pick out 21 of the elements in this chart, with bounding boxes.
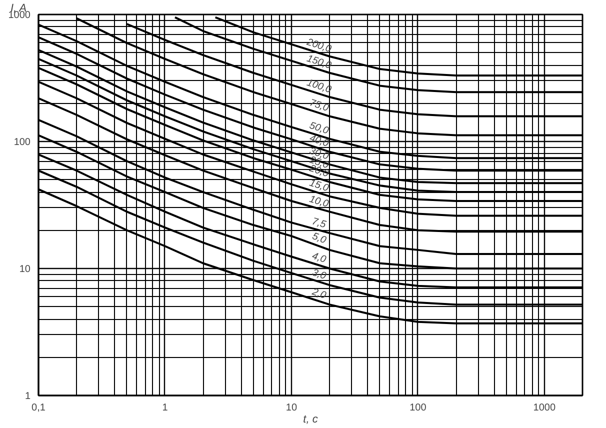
x-tick-label: 1000 bbox=[533, 402, 556, 414]
x-tick-label: 100 bbox=[410, 402, 427, 414]
text: 10,0 bbox=[308, 194, 330, 210]
text: 100,0 bbox=[305, 77, 333, 96]
text: 15,0 bbox=[308, 178, 330, 194]
x-tick-label: 0,1 bbox=[32, 402, 46, 414]
text: 75,0 bbox=[308, 98, 330, 114]
text: 4,0 bbox=[310, 250, 328, 266]
text: 7,5 bbox=[310, 216, 328, 231]
text: 3,0 bbox=[310, 267, 328, 282]
y-tick-label: 1 bbox=[24, 391, 31, 402]
x-tick-label: 1 bbox=[162, 402, 168, 414]
text: 5,0 bbox=[310, 231, 328, 246]
x-tick-label: 10 bbox=[286, 402, 298, 414]
x-axis-title: t, c bbox=[303, 414, 318, 426]
text: 200,0 bbox=[304, 36, 333, 56]
text: 2,0 bbox=[310, 286, 328, 302]
y-tick-label: 10 bbox=[19, 264, 31, 275]
text: 50,0 bbox=[308, 120, 330, 137]
text: 150,0 bbox=[305, 53, 333, 72]
y-tick-label: 100 bbox=[14, 137, 31, 148]
